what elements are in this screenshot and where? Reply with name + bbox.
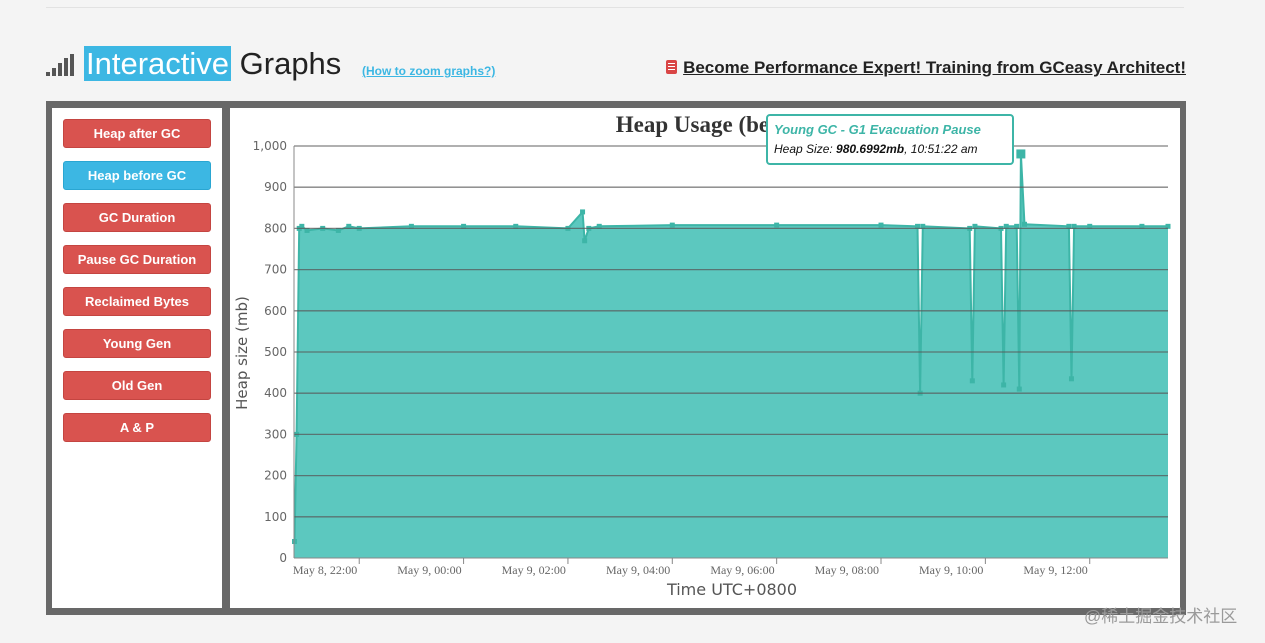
x-axis-title: Time UTC+0800 xyxy=(666,580,797,599)
y-tick-label: 700 xyxy=(264,263,287,277)
data-point-33 xyxy=(1066,223,1072,229)
y-tick-label: 900 xyxy=(264,180,287,194)
training-promo-text: Become Performance Expert! Training from… xyxy=(683,58,1186,77)
data-point-13 xyxy=(580,209,586,215)
graph-selector: Heap after GC Heap before GC GC Duration… xyxy=(52,108,222,608)
data-point-17 xyxy=(669,222,675,228)
data-point-20 xyxy=(915,223,921,229)
gc-duration-button[interactable]: GC Duration xyxy=(63,203,211,232)
data-point-7 xyxy=(346,223,352,229)
data-point-36 xyxy=(1087,223,1093,229)
document-icon xyxy=(666,60,678,74)
data-point-16 xyxy=(596,223,602,229)
data-point-32 xyxy=(1022,221,1028,227)
y-tick-label: 0 xyxy=(279,551,287,565)
pause-gc-duration-button[interactable]: Pause GC Duration xyxy=(63,245,211,274)
tooltip-time: , 10:51:22 am xyxy=(904,142,978,156)
tooltip-event: Young GC - G1 Evacuation Pause xyxy=(774,122,981,137)
data-point-34 xyxy=(1068,376,1074,382)
data-point-18 xyxy=(774,222,780,228)
data-point-19 xyxy=(878,222,884,228)
zoom-help-link[interactable]: (How to zoom graphs?) xyxy=(362,64,496,78)
y-tick-label: 400 xyxy=(264,386,287,400)
page-header: Interactive Graphs (How to zoom graphs?)… xyxy=(46,44,1186,88)
chart-tooltip: Young GC - G1 Evacuation Pause Heap Size… xyxy=(766,114,1014,165)
y-tick-label: 800 xyxy=(264,221,287,235)
x-tick-label: May 9, 10:00 xyxy=(919,563,983,577)
tooltip-label: Heap Size: xyxy=(774,142,833,156)
data-point-11 xyxy=(513,223,519,229)
data-point-14 xyxy=(582,238,588,244)
data-point-30 xyxy=(1016,386,1022,392)
data-point-10 xyxy=(461,223,467,229)
y-tick-label: 200 xyxy=(264,469,287,483)
heap-before-gc-button[interactable]: Heap before GC xyxy=(63,161,211,190)
x-tick-label: May 8, 22:00 xyxy=(293,563,357,577)
data-point-6 xyxy=(335,227,341,233)
tooltip-value: 980.6992mb xyxy=(836,142,905,156)
y-tick-label: 1,000 xyxy=(253,139,287,153)
heap-usage-chart[interactable]: 0 100 200 300 400 500 600 700 800 900 1,000 May 8, … xyxy=(230,108,1180,608)
data-point-9 xyxy=(408,223,414,229)
data-point-35 xyxy=(1071,223,1077,229)
x-tick-label: May 9, 12:00 xyxy=(1023,563,1087,577)
signal-bars-icon xyxy=(46,54,76,76)
title-rest: Graphs xyxy=(239,46,342,81)
data-point-24 xyxy=(969,378,975,384)
chart-panel[interactable]: 0 100 200 300 400 500 600 700 800 900 1,000 May 8, … xyxy=(230,108,1180,608)
title-highlight: Interactive xyxy=(84,46,232,81)
y-tick-label: 600 xyxy=(264,304,287,318)
a-and-p-button[interactable]: A & P xyxy=(63,413,211,442)
x-tick-label: May 9, 06:00 xyxy=(710,563,774,577)
data-point-4 xyxy=(304,227,310,233)
data-point-31 xyxy=(1016,149,1026,159)
x-tick-label: May 9, 00:00 xyxy=(397,563,461,577)
data-point-38 xyxy=(1165,223,1171,229)
y-tick-label: 300 xyxy=(264,427,287,441)
page-title: Interactive Graphs xyxy=(84,46,341,82)
tooltip-body: Heap Size: 980.6992mb, 10:51:22 am xyxy=(774,142,1012,156)
data-point-37 xyxy=(1139,223,1145,229)
x-tick-label: May 9, 04:00 xyxy=(606,563,670,577)
y-axis-title: Heap size (mb) xyxy=(233,296,251,410)
data-point-25 xyxy=(972,223,978,229)
data-point-3 xyxy=(299,223,305,229)
y-tick-label: 100 xyxy=(264,510,287,524)
heap-after-gc-button[interactable]: Heap after GC xyxy=(63,119,211,148)
y-tick-label: 500 xyxy=(264,345,287,359)
training-promo-link[interactable]: Become Performance Expert! Training from… xyxy=(666,58,1186,78)
graph-frame: Heap after GC Heap before GC GC Duration… xyxy=(46,101,1186,615)
old-gen-button[interactable]: Old Gen xyxy=(63,371,211,400)
top-divider xyxy=(46,7,1184,8)
watermark: @稀土掘金技术社区 xyxy=(1084,607,1238,626)
reclaimed-bytes-button[interactable]: Reclaimed Bytes xyxy=(63,287,211,316)
young-gen-button[interactable]: Young Gen xyxy=(63,329,211,358)
series-area xyxy=(294,154,1168,558)
x-tick-label: May 9, 08:00 xyxy=(815,563,879,577)
data-point-0 xyxy=(292,539,298,545)
data-point-29 xyxy=(1014,223,1020,229)
data-point-28 xyxy=(1003,223,1009,229)
x-tick-label: May 9, 02:00 xyxy=(502,563,566,577)
data-point-27 xyxy=(1001,382,1007,388)
data-point-22 xyxy=(920,223,926,229)
